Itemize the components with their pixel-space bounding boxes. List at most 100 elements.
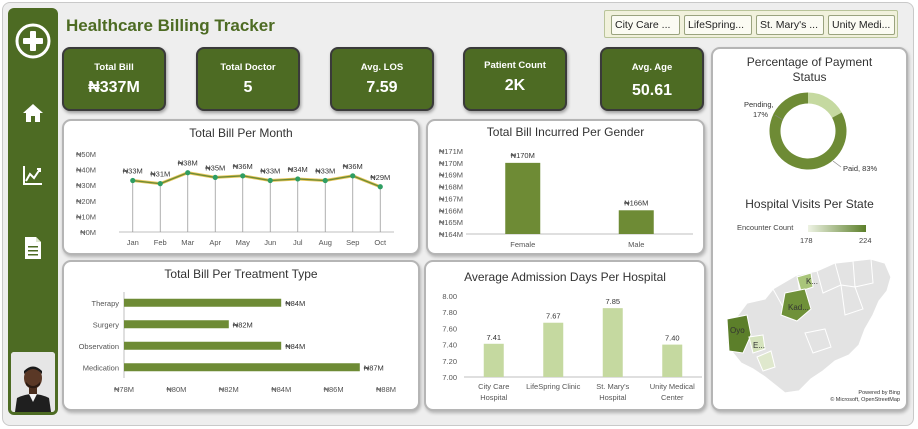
kpi-avg-los: Avg. LOS 7.59 [330,47,434,111]
home-icon[interactable] [8,102,58,124]
panel-admission-days: Average Admission Days Per Hospital 7.00… [424,260,706,411]
y-tick-label: ₦170M [439,159,463,168]
bar [124,320,229,329]
map-state-kano [796,272,814,292]
data-label: ₦82M [233,320,253,329]
data-point [377,184,383,190]
bar [618,210,654,234]
kpi-patient-count: Patient Count 2K [463,47,567,111]
y-tick-label: ₦169M [439,171,463,180]
leader-line [832,160,842,168]
payment-donut-chart: Pending,17% Paid, 83% [744,92,878,173]
x-tick-label: ₦88M [376,385,396,394]
sidebar [8,8,58,415]
y-tick-label: 7.60 [442,324,457,333]
data-label: 7.67 [546,312,561,321]
slicer-item-city-care[interactable]: City Care ... [611,15,680,35]
bar [505,162,541,234]
y-tick-label: 7.80 [442,308,457,317]
map-label-kaduna: Kad... [788,303,809,312]
kpi-value: ₦337M [88,79,140,96]
map-state-kaduna [780,288,812,322]
y-tick-label: 7.20 [442,357,457,366]
x-tick-label: ₦82M [219,385,239,394]
kpi-label: Avg. LOS [360,62,404,73]
kpi-label: Total Bill [94,62,134,73]
series-line [132,171,381,188]
kpi-label: Avg. Age [631,62,673,73]
chart-title: Percentage of Payment Status [746,55,873,84]
y-tick-label: ₦164M [439,230,463,239]
y-tick-label: ₦50M [76,150,96,159]
x-tick-label: Female [510,240,535,249]
data-label: ₦36M [343,162,363,171]
x-tick-label: St. Mary's [596,382,629,391]
x-tick-label: Center [661,393,684,402]
chart-title: Total Bill Per Treatment Type [164,267,318,281]
donut-slice [807,92,842,119]
data-point [185,170,191,176]
slicer-item-unity-medical[interactable]: Unity Medi... [828,15,895,35]
data-label: 7.85 [605,297,620,306]
donut-slice [769,92,847,170]
x-tick-label: Apr [209,238,221,247]
x-tick-label: ₦80M [166,385,186,394]
data-point [240,173,246,179]
data-label: ₦31M [150,170,170,179]
slicer-item-lifespring[interactable]: LifeSpring... [684,15,752,35]
map-credit-bing: Powered by Bing [858,390,900,396]
kpi-value: 7.59 [366,79,398,96]
bar [543,322,564,377]
map-label-ekiti: E... [753,341,765,350]
bar [662,344,683,377]
y-tick-label: 7.40 [442,341,457,350]
data-label: ₦38M [178,159,198,168]
map-label-kano: K... [806,277,818,286]
x-tick-label: Sep [346,238,359,247]
x-tick-label: ₦86M [324,385,344,394]
data-label: ₦35M [205,163,225,172]
y-tick-label: Surgery [93,320,120,329]
slice-label: Pending, [744,100,774,109]
x-tick-label: ₦78M [114,385,134,394]
map-legend-min: 178 [800,236,813,245]
document-icon[interactable] [8,236,58,260]
data-point [322,177,328,184]
x-tick-label: ₦84M [271,385,291,394]
data-point [130,177,136,184]
slicer-item-st-marys[interactable]: St. Mary's ... [756,15,824,35]
data-label: 7.41 [486,333,501,342]
map-credit-osm: © Microsoft, OpenStreetMap [830,396,900,403]
bar [483,343,504,377]
map-title: Hospital Visits Per State [745,197,874,211]
chart-title: Total Bill Incurred Per Gender [486,125,645,139]
chart-icon[interactable] [8,164,58,186]
bar [124,363,360,372]
data-label: ₦29M [370,173,390,182]
data-point [350,173,356,179]
map-label-oyo: Oyo [730,326,745,335]
data-label: ₦87M [364,363,384,372]
slice-label: 17% [753,110,768,119]
leader-line [774,114,784,121]
gender-bar-chart: ₦164M ₦165M ₦166M ₦167M ₦168M ₦169M ₦170M ₦171M… [439,147,693,249]
map-state-ekiti [748,334,766,354]
nigeria-state-map[interactable]: K... Kad... Oyo E... Powered by Bing © M… [713,249,906,409]
data-label: ₦166M [624,198,648,207]
kpi-total-doctor: Total Doctor 5 [196,47,300,111]
x-tick-label: Jan [127,238,139,247]
x-tick-label: Feb [154,238,167,247]
admission-bar-chart: 7.00 7.20 7.40 7.60 7.80 8.00 7.41 City Care Hos… [442,292,702,402]
y-tick-label: ₦40M [76,166,96,175]
add-icon[interactable] [8,22,58,60]
y-tick-label: 7.00 [442,373,457,382]
data-label: ₦33M [260,167,280,176]
x-tick-label: Hospital [480,393,507,402]
line-chart: ₦0M ₦10M ₦20M ₦30M ₦40M ₦50M Jan Feb Mar Apr May Ju… [76,150,394,247]
panel-bill-per-month: Total Bill Per Month ₦0M ₦10M ₦20M ₦30M ₦40M… [62,119,420,255]
map-legend-gradient [808,225,866,232]
avatar [11,352,55,412]
chart-title: Total Bill Per Month [189,126,293,140]
map-state-oyo [726,314,752,354]
y-tick-label: Medication [83,363,119,372]
